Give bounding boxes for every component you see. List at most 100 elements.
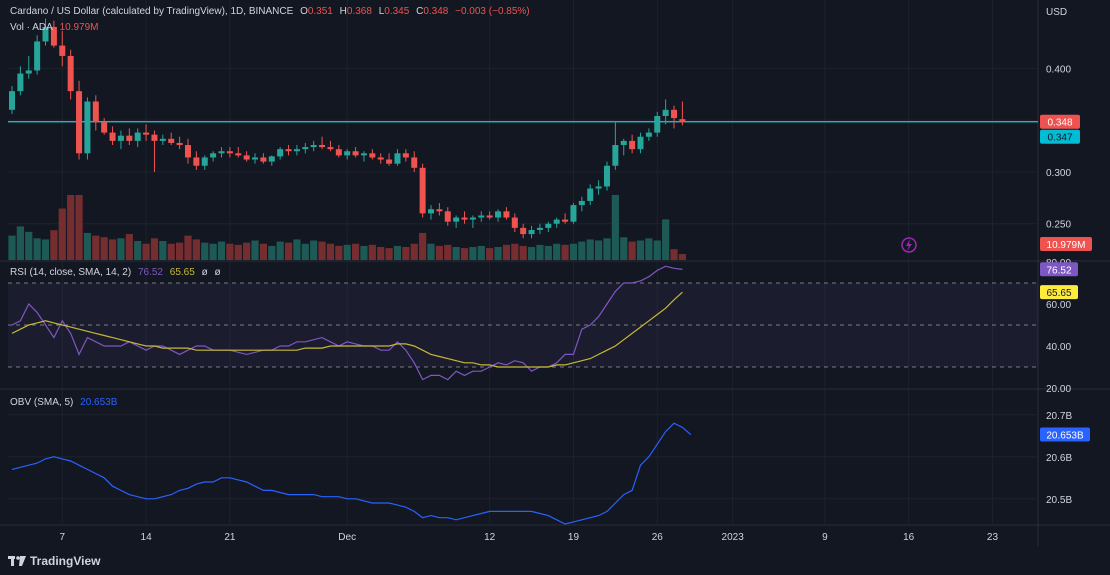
candle-body [184,145,191,158]
volume-bar [100,237,108,260]
low-value: 0.345 [384,6,410,17]
prev-price-tag [1040,129,1080,144]
tradingview-logo[interactable]: TradingView [8,554,100,568]
volume-bar [419,232,427,260]
volume-bar [527,247,536,260]
candle-body [84,101,91,154]
volume-bar [251,240,259,260]
candle-body [101,122,108,133]
candle-body [520,227,527,235]
candle-body [486,215,493,218]
candle-body [260,157,267,162]
volume-bar [636,240,645,260]
volume-bar [142,243,150,260]
candle-body [17,73,24,92]
open-value: 0.351 [307,6,333,17]
candle-body [402,153,409,158]
tradingview-logo-icon [8,556,26,566]
rsi-value: 76.52 [137,267,163,278]
volume-bar [377,247,385,260]
x-axis-tick-label: 9 [822,532,828,543]
chart-background [0,0,1110,546]
candle-body [595,186,602,189]
candle-body [193,157,200,166]
x-axis-tick-label: 2023 [722,532,745,543]
volume-bar [184,235,192,260]
rsi-extra-2: ø [214,267,221,278]
candle-body [235,153,242,156]
candle-body [528,229,535,235]
rsi-sma-value-tag-label: 65.65 [1046,288,1071,299]
high-value: 0.368 [346,6,372,17]
symbol-title: Cardano / US Dollar (calculated by Tradi… [10,6,294,17]
volume-bar [544,245,552,260]
candle-body [92,101,99,123]
price-axis-currency: USD [1046,7,1067,18]
candle-body [310,145,317,148]
low-label: L [378,6,385,17]
candle-body [151,134,158,141]
volume-bar [217,241,226,260]
volume-bar [167,243,175,260]
x-axis-tick-label: 7 [59,532,65,543]
volume-bar [150,238,159,260]
volume-bar [343,244,351,260]
volume-bar [460,248,469,260]
candle-body [444,211,451,222]
candle-body [629,140,636,150]
price-axis-tick-label: 0.400 [1046,64,1071,75]
candle-body [143,132,150,135]
volume-bar [645,238,653,260]
candle-body [243,155,250,160]
footer: TradingView [0,546,1110,575]
candle-body [352,151,359,156]
candle-body [42,26,49,42]
obv-axis-tick-label: 20.5B [1046,495,1072,506]
lightning-icon-bolt [906,239,912,251]
candle-body [176,142,183,146]
rsi-axis-tick-label: 60.00 [1046,300,1071,311]
high-label: H [339,6,347,17]
volume-bar [502,244,511,260]
volume-bar [125,234,133,260]
volume-bar [243,242,251,260]
last-price-label: 0.348 [1047,118,1072,129]
candle-body [369,153,376,158]
volume-bar [536,244,544,260]
rsi-axis-tick-label: 20.00 [1046,384,1071,395]
volume-bar [393,245,402,260]
candle-body [25,70,32,74]
volume-bar [385,248,393,260]
lightning-icon [901,237,917,253]
candle-body [469,217,476,220]
candle-body [620,140,627,146]
volume-bar [58,208,66,260]
candle-body [50,26,57,46]
rsi-label: RSI (14, close, SMA, 14, 2) [10,267,132,278]
rsi-sma-value-tag [1040,285,1078,300]
volume-bar [293,239,301,260]
volume-bar [92,235,100,260]
volume-bar [326,243,335,260]
candle-body [436,209,443,212]
volume-bar [41,239,50,260]
x-axis-tick-label: 14 [141,532,153,543]
candle-body [536,227,543,230]
price-axis-tick-label: 0.300 [1046,168,1071,179]
volume-bar [595,240,603,260]
candle-body [76,91,83,154]
prev-price-label: 0.347 [1047,133,1072,144]
candle-body [478,215,485,218]
obv-line [11,422,692,525]
candle-body [654,116,661,133]
volume-bar [234,244,242,260]
volume-bar [335,245,343,260]
volume-bar [586,239,594,260]
volume-bar [511,243,519,260]
obv-label: OBV (SMA, 5) [10,397,74,408]
candle-body [603,165,610,187]
volume-bar [8,235,16,260]
volume-bar [402,247,410,260]
open-label: O [300,6,308,17]
candle-body [461,217,468,220]
